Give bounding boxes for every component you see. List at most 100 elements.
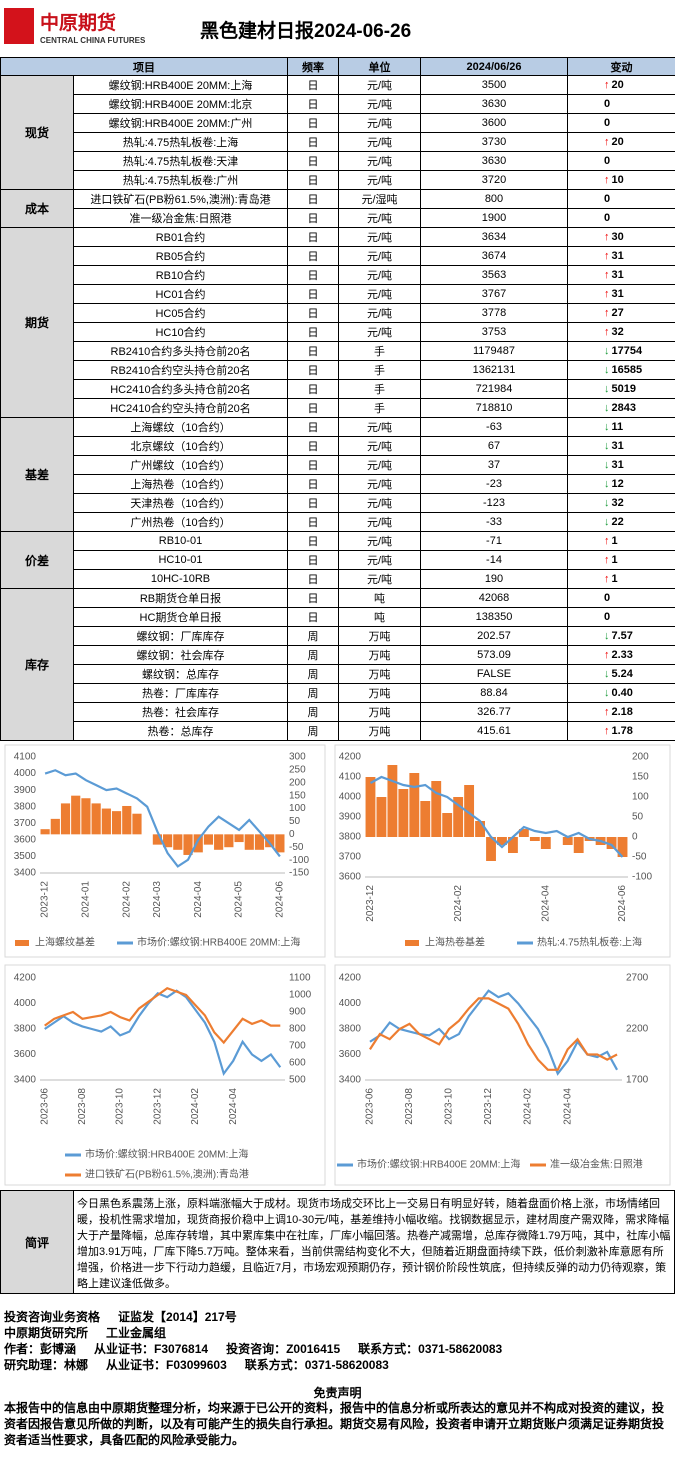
table-cell: 螺纹钢：总库存 <box>73 664 288 684</box>
y-tick-label: 3700 <box>14 818 37 829</box>
table-cell: 热轧:4.75热轧板卷:广州 <box>73 170 288 190</box>
bar <box>508 837 518 853</box>
change-value: 0 <box>604 155 611 167</box>
table-cell: 螺纹钢:HRB400E 20MM:北京 <box>73 94 288 114</box>
table-cell: 1179487 <box>420 341 568 361</box>
change-value: 0 <box>604 98 611 110</box>
x-tick-label: 2023-12 <box>483 1088 494 1125</box>
y-tick-label: 4000 <box>339 998 362 1009</box>
bar <box>529 837 540 841</box>
bar <box>486 837 496 861</box>
change-cell: 0 <box>567 189 675 209</box>
change-value: 31 <box>604 440 624 452</box>
bar <box>475 821 485 837</box>
change-cell: 0 <box>567 151 675 171</box>
table-cell: 日 <box>287 569 339 589</box>
legend-label: 上海热卷基差 <box>425 936 485 949</box>
table-cell: 3500 <box>420 75 568 95</box>
table-cell: RB05合约 <box>73 246 288 266</box>
change-cell: 0 <box>567 94 675 114</box>
table-cell: 准一级冶金焦:日照港 <box>73 208 288 228</box>
x-tick-label: 2024-02 <box>523 1088 534 1125</box>
table-cell: 元/吨 <box>338 455 421 475</box>
footer-item: 联系方式：0371-58620083 <box>358 1342 503 1356</box>
table-cell: 日 <box>287 208 339 228</box>
y2-tick-label: 700 <box>289 1041 306 1052</box>
table-cell: 元/吨 <box>338 569 421 589</box>
bar <box>376 797 387 837</box>
footer-line: 投资咨询业务资格 证监发【2014】217号 <box>4 1308 255 1325</box>
table-cell: 3778 <box>420 303 568 323</box>
legend-label: 市场价:螺纹钢:HRB400E 20MM:上海 <box>85 1148 248 1161</box>
y-tick-label: 4200 <box>14 973 37 984</box>
table-cell: 日 <box>287 493 339 513</box>
legend-label: 市场价:螺纹钢:HRB400E 20MM:上海 <box>357 1158 520 1171</box>
change-value: 10 <box>604 174 624 186</box>
change-cell: 31 <box>567 265 675 285</box>
footer-item: 投资咨询：Z0016415 <box>226 1342 341 1356</box>
bar <box>244 834 254 850</box>
y-tick-label: 3600 <box>339 1049 362 1060</box>
table-cell: -71 <box>420 531 568 551</box>
y-tick-label: 3800 <box>339 832 362 843</box>
change-value: 1.78 <box>604 725 633 737</box>
table-cell: 721984 <box>420 379 568 399</box>
y2-tick-label: 250 <box>289 765 306 776</box>
table-cell: 日 <box>287 322 339 342</box>
footer-item: 作者：彭博涵 <box>4 1342 77 1356</box>
table-cell: 日 <box>287 588 339 608</box>
table-cell: 1362131 <box>420 360 568 380</box>
table-cell: HC05合约 <box>73 303 288 323</box>
footer-item: 中原期货研究所 <box>4 1326 89 1340</box>
bar <box>60 803 71 835</box>
y-tick-label: 3900 <box>14 785 37 796</box>
table-cell: 上海热卷（10合约） <box>73 474 288 494</box>
table-cell: 42068 <box>420 588 568 608</box>
change-value: 12 <box>604 478 624 490</box>
bar <box>163 834 173 848</box>
table-cell: 广州螺纹（10合约） <box>73 455 288 475</box>
change-value: 11 <box>604 421 624 433</box>
table-cell: 元/吨 <box>338 132 421 152</box>
x-tick-label: 2024-01 <box>81 881 92 918</box>
change-cell: 5019 <box>567 379 675 399</box>
table-cell: 日 <box>287 417 339 437</box>
table-cell: 日 <box>287 550 339 570</box>
change-value: 2.18 <box>604 706 633 718</box>
table-cell: 元/吨 <box>338 75 421 95</box>
table-cell: 热卷：厂库库存 <box>73 683 288 703</box>
y2-tick-label: 1100 <box>289 973 311 984</box>
table-cell: 元/吨 <box>338 151 421 171</box>
bar <box>173 834 183 850</box>
x-tick-label: 2023-12 <box>152 1088 163 1125</box>
table-cell: 万吨 <box>338 721 421 741</box>
table-cell: 螺纹钢：厂库库存 <box>73 626 288 646</box>
y2-tick-label: -50 <box>632 852 647 863</box>
table-cell: 周 <box>287 626 339 646</box>
table-cell: 元/吨 <box>338 512 421 532</box>
y2-tick-label: 0 <box>632 832 638 843</box>
change-cell: 20 <box>567 132 675 152</box>
change-cell: 27 <box>567 303 675 323</box>
table-cell: 10HC-10RB <box>73 569 288 589</box>
footer-item: 联系方式：0371-58620083 <box>244 1358 389 1372</box>
x-tick-label: 2024-03 <box>152 881 163 918</box>
chart-frame <box>4 964 326 1186</box>
table-cell: RB期货仓单日报 <box>73 588 288 608</box>
table-cell: 日 <box>287 436 339 456</box>
y2-tick-label: 2200 <box>626 1024 649 1035</box>
table-cell: 热卷：总库存 <box>73 721 288 741</box>
change-cell: 31 <box>567 436 675 456</box>
change-value: 27 <box>604 307 624 319</box>
line-series <box>44 986 281 1045</box>
y-tick-label: 3900 <box>339 812 362 823</box>
table-cell: 日 <box>287 398 339 418</box>
legend-label: 市场价:螺纹钢:HRB400E 20MM:上海 <box>137 936 300 949</box>
y2-tick-label: 100 <box>632 792 649 803</box>
change-cell: 10 <box>567 170 675 190</box>
change-cell: 1 <box>567 569 675 589</box>
change-cell: 0 <box>567 607 675 627</box>
x-tick-label: 2023-12 <box>365 885 376 922</box>
y2-tick-label: 1700 <box>626 1075 649 1086</box>
